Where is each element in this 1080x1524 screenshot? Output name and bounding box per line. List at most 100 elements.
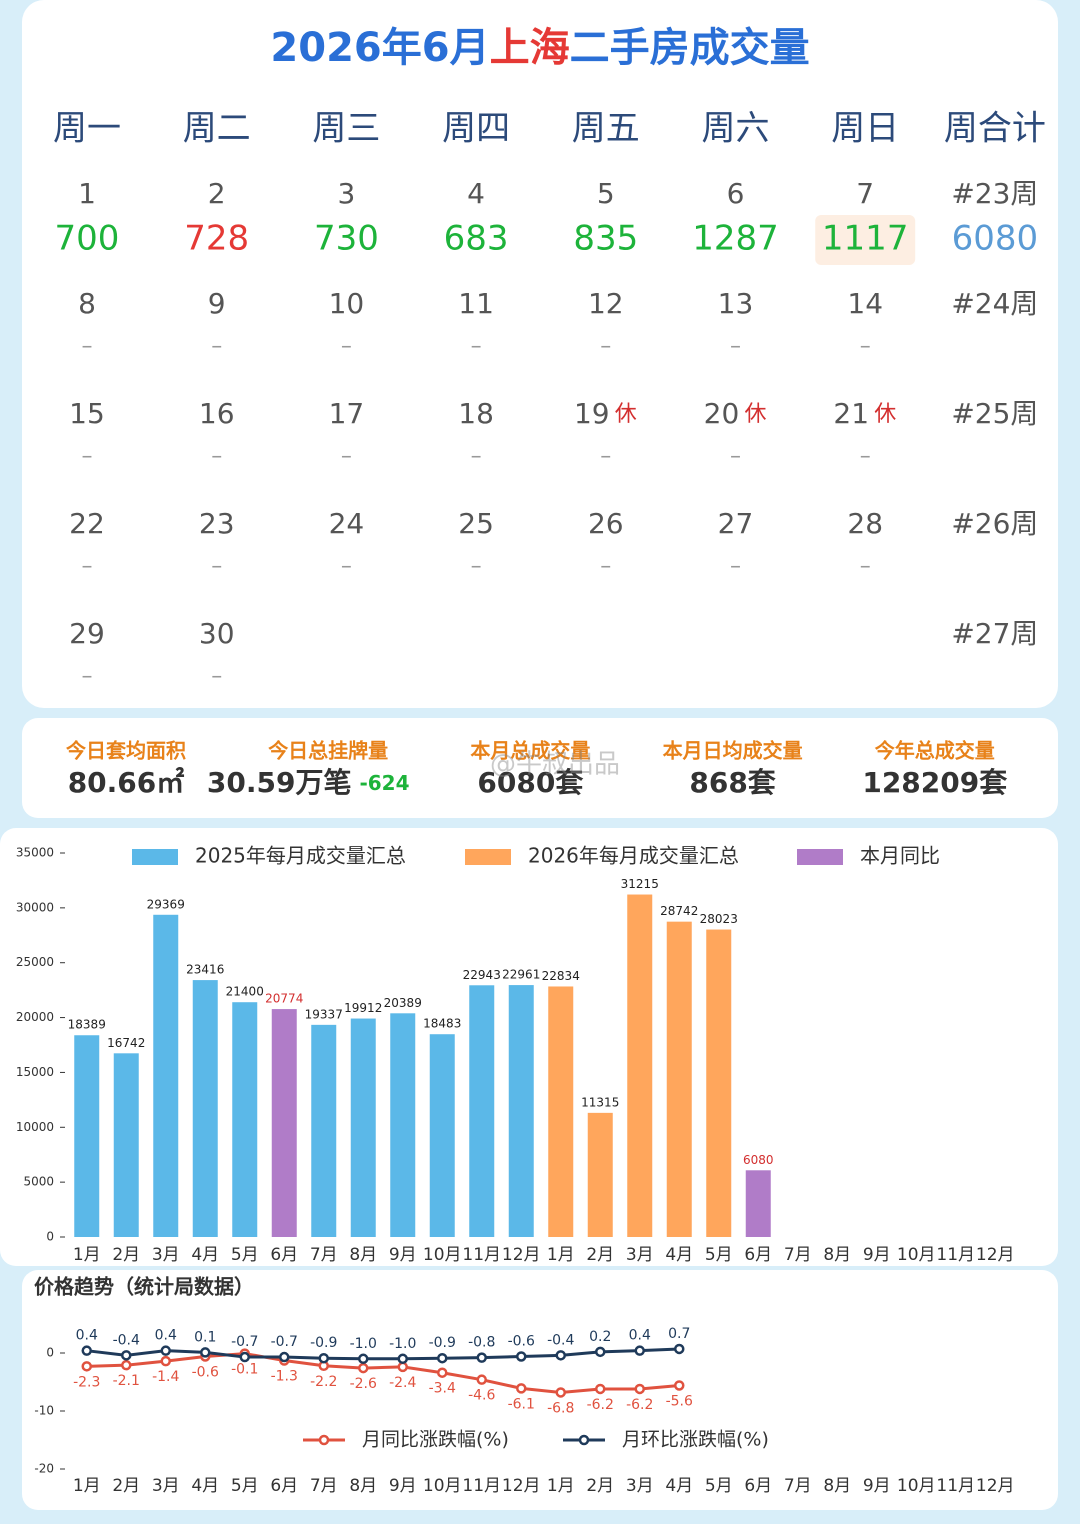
legend-label: 本月同比: [860, 844, 940, 868]
x-tick-label: 12月: [502, 1245, 541, 1265]
data-label: 22961: [502, 968, 540, 982]
day-number: 2: [208, 177, 226, 210]
day-number: 14: [847, 287, 883, 320]
data-label: 0.4: [76, 1328, 98, 1344]
bar: [627, 894, 653, 1237]
y-tick-label: 5000: [23, 1175, 54, 1189]
data-label: -6.8: [547, 1400, 574, 1416]
title-part: 二手房成交量: [570, 25, 810, 71]
data-label: 31215: [621, 877, 659, 891]
day-number: 30: [199, 617, 235, 650]
weekday-header: 周五: [572, 109, 640, 149]
day-number: 13: [718, 287, 754, 320]
stat-number: 128209套: [862, 766, 1008, 799]
day-number: 1: [78, 177, 96, 210]
data-label: -1.3: [271, 1369, 298, 1385]
data-label: -0.9: [310, 1335, 337, 1351]
day-number: 5: [597, 177, 615, 210]
holiday: 休: [744, 402, 766, 427]
day-number: 29: [69, 617, 105, 650]
point: [397, 1353, 408, 1365]
day-value: –: [860, 444, 871, 469]
x-tick-label: 12月: [976, 1476, 1015, 1496]
bar: [350, 1018, 376, 1237]
point: [279, 1351, 290, 1363]
day-number: 3: [337, 177, 355, 210]
day-value: –: [471, 334, 482, 359]
y-tick-label: 10000: [16, 1120, 54, 1134]
day-value: –: [82, 444, 93, 469]
x-tick-label: 2月: [586, 1245, 614, 1265]
day-number: 22: [69, 507, 105, 540]
x-tick-label: 2月: [112, 1476, 140, 1496]
point: [555, 1350, 566, 1361]
day-value: –: [211, 444, 222, 469]
highlight: [815, 215, 916, 265]
x-tick-label: 9月: [389, 1245, 417, 1265]
day-value: –: [471, 554, 482, 579]
stat-value: 6080套: [477, 766, 584, 799]
data-label: 11315: [581, 1095, 619, 1109]
weekday-header: 周日: [831, 109, 899, 149]
calendar-panel: [22, 0, 1058, 708]
day-number: 8: [78, 287, 96, 320]
bar: [745, 1170, 771, 1237]
data-label: -1.0: [350, 1336, 377, 1352]
data-label: -0.7: [231, 1334, 258, 1350]
data-label: -0.1: [231, 1362, 258, 1378]
data-label: 18389: [68, 1018, 106, 1032]
day-value: –: [82, 554, 93, 579]
weekday-header: 周四: [442, 109, 510, 149]
bar: [587, 1112, 613, 1237]
data-label: 20774: [265, 992, 303, 1006]
bar: [311, 1024, 337, 1237]
day-number: 21: [833, 397, 869, 430]
day-value: 728: [184, 219, 249, 259]
x-tick-label: 8月: [349, 1245, 377, 1265]
x-tick-label: 3月: [152, 1476, 180, 1496]
data-label: -2.1: [113, 1373, 140, 1389]
day-number: 24: [329, 507, 365, 540]
legend-marker: [578, 1434, 590, 1446]
data-label: 0.4: [155, 1328, 177, 1344]
data-label: -0.7: [271, 1334, 298, 1350]
stat-label: 今年总成交量: [875, 739, 995, 763]
bar: [113, 1053, 139, 1237]
x-tick-label: 6月: [744, 1245, 772, 1265]
point: [595, 1346, 606, 1358]
stat-number: 80.66㎡: [68, 766, 185, 799]
bar: [390, 1013, 416, 1237]
week-label: #23周: [951, 177, 1038, 210]
x-tick-label: 5月: [705, 1476, 733, 1496]
day-number: 27: [718, 507, 754, 540]
x-tick-label: 11月: [462, 1245, 501, 1265]
day-value: –: [730, 554, 741, 579]
stat-value: 868套: [689, 766, 776, 799]
x-tick-label: 11月: [936, 1245, 975, 1265]
stat-change: -624: [359, 771, 409, 795]
chart-title: 价格趋势（统计局数据）: [34, 1275, 254, 1299]
holiday: 休: [615, 402, 637, 427]
stats-panel: [22, 718, 1058, 818]
data-label: 18483: [423, 1017, 461, 1031]
weekday-header: 周合计: [944, 109, 1046, 149]
x-tick-label: 8月: [823, 1245, 851, 1265]
data-label: -1.4: [152, 1369, 179, 1385]
day-number: 6: [727, 177, 745, 210]
weekday-header: 周六: [702, 109, 770, 149]
stat-number: 868套: [689, 766, 776, 799]
point: [81, 1361, 92, 1372]
day-value: –: [471, 444, 482, 469]
data-label: 0.1: [194, 1329, 216, 1345]
y-tick-label: 35000: [16, 846, 54, 860]
stat-number: 6080套: [477, 766, 584, 799]
data-label: -2.4: [389, 1375, 416, 1391]
day-number: 7: [856, 177, 874, 210]
data-label: 28023: [700, 912, 738, 926]
x-tick-label: 1月: [73, 1245, 101, 1265]
day-number: 9: [208, 287, 226, 320]
x-tick-label: 5月: [231, 1245, 259, 1265]
point: [160, 1345, 171, 1356]
point: [121, 1359, 132, 1371]
